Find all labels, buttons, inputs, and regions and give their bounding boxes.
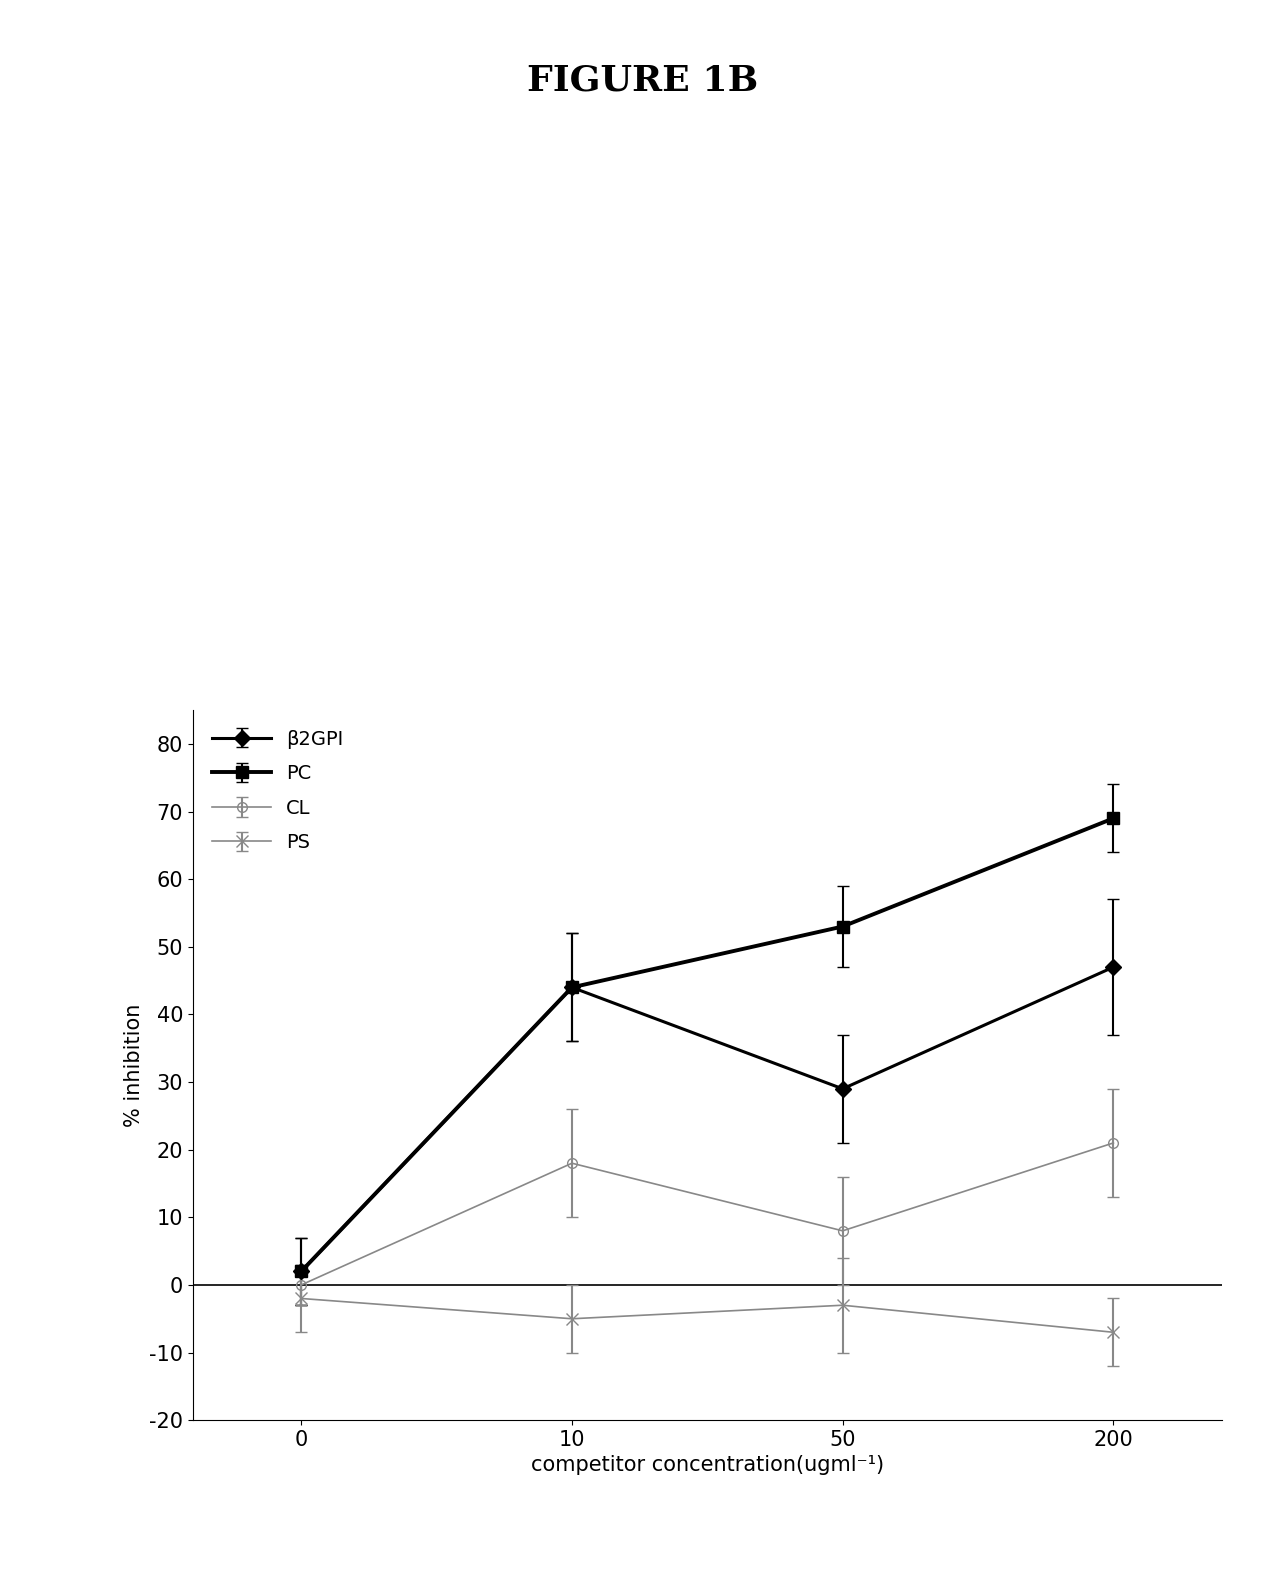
X-axis label: competitor concentration(ugml⁻¹): competitor concentration(ugml⁻¹) — [531, 1455, 883, 1475]
Legend: β2GPI, PC, CL, PS: β2GPI, PC, CL, PS — [203, 720, 354, 862]
Y-axis label: % inhibition: % inhibition — [123, 1004, 144, 1127]
Text: FIGURE 1B: FIGURE 1B — [527, 63, 759, 98]
